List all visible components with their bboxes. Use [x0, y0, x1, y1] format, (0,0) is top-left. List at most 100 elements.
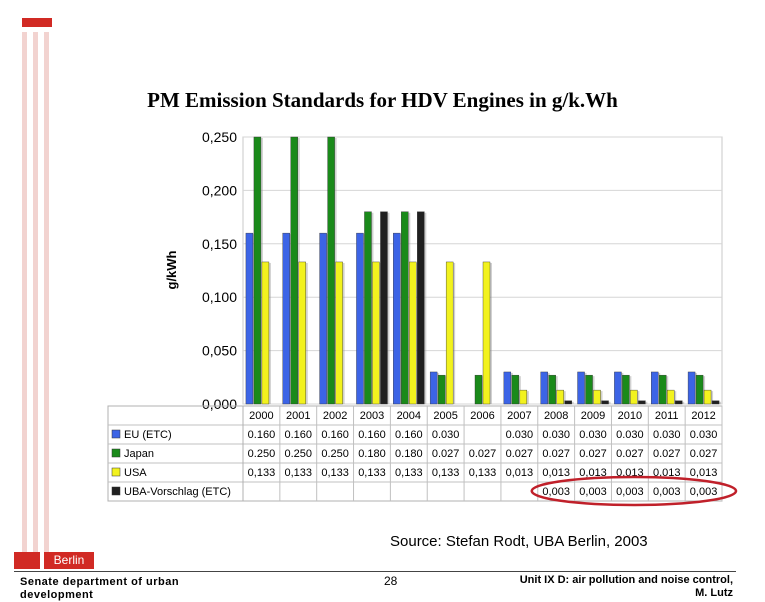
bar-japan: [290, 136, 298, 405]
data-label: 0.030: [506, 429, 534, 441]
slide-title: PM Emission Standards for HDV Engines in…: [147, 88, 618, 112]
data-label: 0.030: [690, 429, 718, 441]
plot-area: [242, 136, 723, 405]
bar-usa: [667, 389, 675, 405]
bar-uba-vorschlag-etc-: [638, 400, 646, 405]
x-tick-label: 2005: [433, 410, 457, 422]
data-label: 0,133: [469, 467, 497, 479]
bar-eu-etc-: [282, 232, 290, 405]
data-label: 0,003: [653, 486, 681, 498]
data-label: 0,003: [690, 486, 718, 498]
berlin-logo-mark: [14, 552, 40, 569]
data-label: 0.027: [579, 448, 607, 460]
bar-usa: [593, 389, 601, 405]
bar-eu-etc-: [687, 371, 696, 405]
legend-swatch: [111, 467, 121, 477]
footer-unit: Unit IX D: air pollution and noise contr…: [470, 574, 733, 600]
bar-eu-etc-: [651, 371, 659, 405]
footer-divider: [14, 571, 736, 572]
x-tick-label: 2002: [323, 410, 347, 422]
footer-department: Senate department of urban development: [20, 576, 180, 601]
bar-usa: [519, 389, 528, 405]
chart-grid: [242, 136, 723, 405]
data-label: 0.250: [321, 448, 349, 460]
data-label: 0.160: [395, 429, 423, 441]
bar-uba-vorschlag-etc-: [417, 211, 425, 405]
legend-entry: EU (ETC): [124, 429, 172, 441]
accent-stripe: [22, 32, 27, 552]
data-label: 0.027: [432, 448, 460, 460]
legend-swatch: [111, 429, 121, 439]
data-label: 0.160: [285, 429, 313, 441]
data-label: 0.180: [395, 448, 423, 460]
bar-uba-vorschlag-etc-: [564, 400, 572, 405]
y-axis-label: g/kWh: [164, 250, 179, 289]
x-tick-label: 2004: [397, 410, 421, 422]
x-tick-label: 2007: [507, 410, 531, 422]
data-label: 0,133: [321, 467, 349, 479]
bar-japan: [364, 211, 372, 405]
data-label: 0,003: [579, 486, 607, 498]
bar-japan: [659, 374, 667, 405]
data-label: 0,003: [616, 486, 644, 498]
x-tick-label: 2000: [249, 410, 273, 422]
bar-usa: [335, 261, 343, 405]
y-tick-label: 0,200: [202, 182, 237, 198]
legend-entry: USA: [124, 467, 147, 479]
data-label: 0,133: [358, 467, 386, 479]
data-label: 0.027: [506, 448, 534, 460]
bar-japan: [327, 136, 335, 405]
source-note: Source: Stefan Rodt, UBA Berlin, 2003: [390, 533, 648, 550]
data-label: 0.030: [653, 429, 681, 441]
bar-usa: [703, 389, 712, 405]
x-tick-label: 2003: [360, 410, 384, 422]
bar-japan: [437, 374, 446, 405]
accent-stripe: [44, 32, 49, 552]
data-label: 0.160: [358, 429, 386, 441]
y-tick-label: 0,100: [202, 289, 237, 305]
bar-usa: [445, 261, 454, 405]
data-label: 0.180: [358, 448, 386, 460]
data-label: 0.030: [432, 429, 460, 441]
highlight-ellipse: [530, 475, 738, 507]
data-label: 0.027: [616, 448, 644, 460]
bar-eu-etc-: [577, 371, 585, 405]
bar-usa: [298, 261, 306, 405]
bar-usa: [556, 389, 564, 405]
data-label: 0,013: [579, 467, 607, 479]
bar-japan: [401, 211, 409, 405]
data-label: 0,013: [542, 467, 570, 479]
data-label: 0.160: [321, 429, 349, 441]
bar-japan: [585, 374, 593, 405]
data-label: 0.030: [579, 429, 607, 441]
y-tick-label: 0,050: [202, 343, 237, 359]
bar-japan: [695, 374, 704, 405]
y-tick-label: 0,250: [202, 129, 237, 145]
x-tick-label: 2012: [691, 410, 715, 422]
bar-eu-etc-: [540, 371, 548, 405]
chart-axes: 0,250 0,200 0,150 0,100 0,050 0,000 g/kWh: [164, 129, 237, 412]
bar-usa: [482, 261, 491, 405]
y-tick-label: 0,000: [202, 396, 237, 412]
data-label: 0.027: [469, 448, 497, 460]
data-label: 0.030: [542, 429, 570, 441]
x-tick-label: 2006: [470, 410, 494, 422]
bar-eu-etc-: [356, 232, 364, 405]
bar-japan: [511, 374, 520, 405]
bar-uba-vorschlag-etc-: [711, 400, 720, 405]
x-tick-label: 2010: [618, 410, 642, 422]
bar-eu-etc-: [319, 232, 327, 405]
data-label: 0.250: [285, 448, 313, 460]
legend-entry: UBA-Vorschlag (ETC): [124, 486, 231, 498]
bar-usa: [630, 389, 638, 405]
bar-uba-vorschlag-etc-: [601, 400, 609, 405]
x-tick-label: 2008: [544, 410, 568, 422]
x-tick-label: 2001: [286, 410, 310, 422]
data-label: 0,013: [653, 467, 681, 479]
legend-swatch: [111, 486, 121, 496]
data-label: 0,003: [542, 486, 570, 498]
bar-usa: [409, 261, 417, 405]
bar-japan: [622, 374, 630, 405]
bar-usa: [372, 261, 380, 405]
chart-bars: [245, 136, 722, 405]
